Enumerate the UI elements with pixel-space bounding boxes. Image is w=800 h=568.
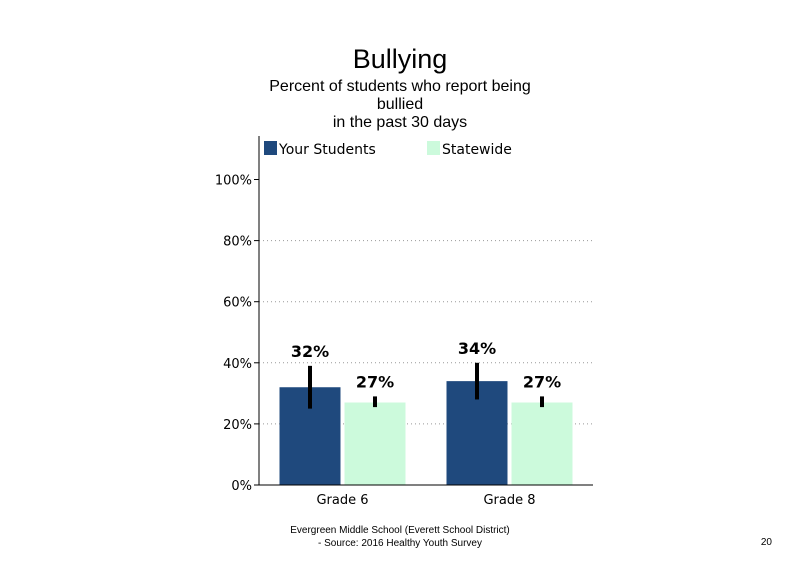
subtitle-line-2: bullied bbox=[376, 96, 424, 113]
page-number: 20 bbox=[760, 537, 772, 548]
x-tick-label: Grade 8 bbox=[483, 493, 535, 508]
y-tick-label: 100% bbox=[215, 174, 252, 189]
subtitle-line-3: in the past 30 days bbox=[332, 114, 468, 131]
y-tick-label: 20% bbox=[223, 418, 252, 433]
footer-line-1: Evergreen Middle School (Everett School … bbox=[290, 525, 510, 536]
x-tick-label: Grade 6 bbox=[316, 493, 368, 508]
legend-label: Your Students bbox=[278, 142, 376, 158]
bar bbox=[344, 402, 406, 485]
subtitle-line-1: Percent of students who report being bbox=[269, 78, 531, 95]
data-label: 32% bbox=[291, 342, 329, 361]
chart-title: Bullying bbox=[352, 44, 448, 74]
chart-subtitle: Percent of students who report being bul… bbox=[230, 78, 570, 132]
legend-swatch bbox=[264, 141, 277, 155]
y-tick-label: 40% bbox=[223, 357, 252, 372]
data-label: 27% bbox=[523, 372, 561, 391]
data-label: 27% bbox=[356, 372, 394, 391]
data-label: 34% bbox=[458, 339, 496, 358]
bar bbox=[511, 402, 573, 485]
legend-swatch bbox=[427, 141, 440, 155]
legend-label: Statewide bbox=[442, 142, 512, 158]
footer-line-2: - Source: 2016 Healthy Youth Survey bbox=[318, 538, 482, 549]
footer-source: Evergreen Middle School (Everett School … bbox=[200, 524, 600, 550]
y-tick-label: 80% bbox=[223, 235, 252, 250]
y-tick-label: 0% bbox=[231, 479, 252, 494]
y-tick-label: 60% bbox=[223, 296, 252, 311]
